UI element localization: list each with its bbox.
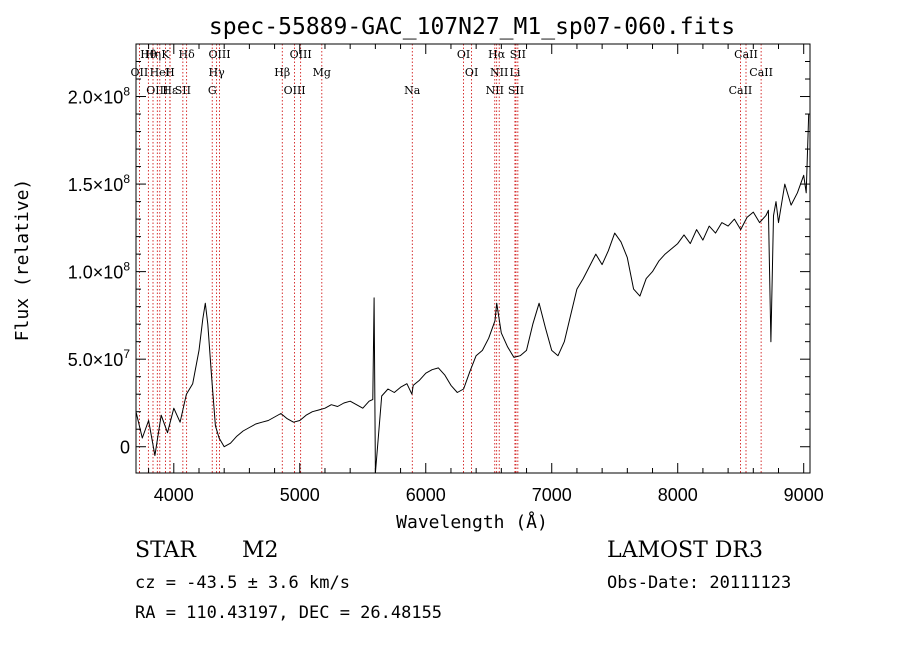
line-label-23: SII	[508, 84, 524, 97]
x-tick-label-3: 7000	[532, 485, 572, 505]
line-label-27: CaII	[734, 48, 758, 61]
line-label-15: OIII	[290, 48, 312, 61]
plot-frame	[135, 43, 811, 474]
y-tick-label-4: 2.0×108	[68, 85, 131, 108]
line-label-21: Hα	[488, 48, 506, 61]
redshift-text: cz = -43.5 ± 3.6 km/s	[135, 573, 350, 593]
spectral-line-labels: HθOIIOIIIKHHεHδHeISIIHηHγGOIIIHβOIIIOIII…	[131, 48, 773, 97]
line-label-26: CaII	[729, 84, 753, 97]
series-line-flux	[135, 113, 810, 474]
y-axis-ticks: 0 5.0×107 1.0×108 1.5×108 2.0×108	[68, 61, 810, 458]
line-label-11: G	[208, 84, 217, 97]
x-tick-label-4: 8000	[658, 485, 698, 505]
spectral-line-markers	[139, 44, 762, 473]
spectrum-chart: spec-55889-GAC_107N27_M1_sp07-060.fits H…	[12, 14, 824, 533]
y-tick-label-1: 5.0×107	[68, 347, 131, 370]
line-label-16: Mg	[313, 66, 331, 79]
object-subclass: M2	[242, 538, 279, 563]
line-label-5: Hε	[162, 84, 178, 97]
x-tick-label-0: 4000	[154, 485, 194, 505]
line-label-12: OIII	[208, 48, 230, 61]
line-label-28: CaII	[749, 66, 773, 79]
line-label-24: SII	[510, 48, 526, 61]
line-label-2: OIII	[146, 84, 168, 97]
line-label-25: Li	[510, 66, 521, 79]
line-label-19: OI	[465, 66, 478, 79]
x-tick-label-2: 6000	[406, 485, 446, 505]
obs-date: Obs-Date: 20111123	[607, 573, 792, 593]
line-label-3: K	[161, 48, 170, 61]
y-tick-label-2: 1.0×108	[68, 260, 131, 283]
line-label-17: Na	[404, 84, 421, 97]
x-tick-label-1: 5000	[280, 485, 320, 505]
line-label-4: H	[165, 66, 175, 79]
object-class: STAR	[135, 538, 196, 563]
survey-name: LAMOST DR3	[607, 538, 763, 563]
line-label-10: Hγ	[209, 66, 226, 79]
line-label-18: OI	[457, 48, 470, 61]
line-label-22: NII	[490, 66, 508, 79]
line-label-1: OII	[131, 66, 149, 79]
line-label-13: Hβ	[274, 66, 290, 79]
line-label-20: NII	[486, 84, 504, 97]
line-label-9: Hη	[145, 48, 161, 61]
y-tick-label-0: 0	[120, 438, 130, 458]
line-label-14: OIII	[284, 84, 306, 97]
x-tick-label-5: 9000	[784, 485, 824, 505]
coordinates-text: RA = 110.43197, DEC = 26.48155	[135, 603, 443, 623]
line-label-7: HeI	[150, 66, 170, 79]
line-label-6: Hδ	[179, 48, 196, 61]
x-axis-ticks: 4000 5000 6000 7000 8000 9000	[148, 44, 824, 505]
line-label-0: Hθ	[140, 48, 157, 61]
y-axis-label: Flux (relative)	[12, 179, 33, 342]
x-axis-label: Wavelength (Å)	[396, 511, 548, 533]
line-label-8: SII	[175, 84, 191, 97]
chart-title: spec-55889-GAC_107N27_M1_sp07-060.fits	[209, 14, 735, 40]
y-tick-label-3: 1.5×108	[68, 172, 131, 195]
spectrum-series	[135, 113, 810, 474]
